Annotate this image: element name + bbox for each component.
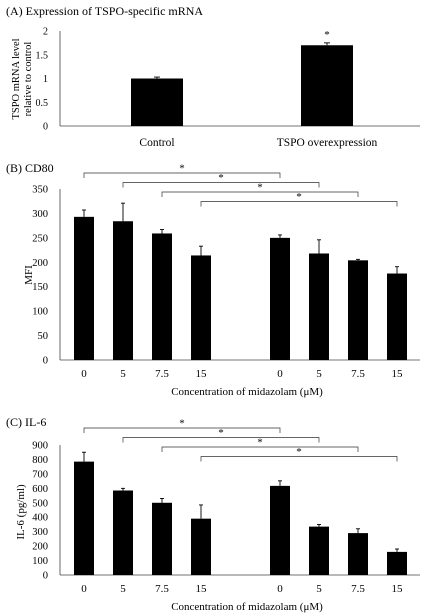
chart2-bar (387, 273, 407, 360)
chart2-category-label: 7.5 (351, 368, 365, 380)
chart2-category-label: 7.5 (155, 368, 169, 380)
chart3-y-tick-label: 700 (32, 469, 48, 480)
panel-b-ylabel: MFI (23, 265, 35, 285)
chart3-bar (191, 518, 211, 575)
chart3-bar (152, 502, 172, 575)
chart2-significance-bracket (161, 191, 359, 197)
chart3-category-label: 15 (196, 583, 208, 595)
chart3-y-tick-label: 900 (32, 441, 48, 452)
chart2-bar (152, 233, 172, 360)
chart2-y-tick-label: 0 (43, 356, 48, 367)
chart3-category-label: 15 (392, 583, 404, 595)
chart2-category-label: 15 (196, 368, 208, 380)
chart2-bar (348, 260, 368, 360)
chart3-category-label: 0 (81, 583, 87, 595)
chart3-significance-bracket (122, 437, 320, 443)
chart1-category-label: Control (139, 137, 174, 149)
chart2-y-tick-label: 150 (32, 282, 48, 293)
chart2-bar (74, 216, 94, 360)
chart3-significance-label: * (179, 418, 185, 430)
chart3-significance-label: * (296, 446, 302, 458)
chart2-category-label: 5 (120, 368, 126, 380)
chart2-category-label: 0 (277, 368, 283, 380)
chart3-category-label: 7.5 (351, 583, 365, 595)
chart1-y-tick-label: 1 (43, 74, 48, 85)
chart2-category-label: 15 (392, 368, 404, 380)
chart2-category-label: 5 (316, 368, 322, 380)
chart2-significance-label: * (296, 191, 302, 203)
chart3-y-tick-label: 600 (32, 484, 48, 495)
chart2-y-tick-label: 200 (32, 258, 48, 269)
chart2-category-label: 0 (81, 368, 87, 380)
chart2-y-tick-label: 300 (32, 209, 48, 220)
chart3-y-tick-label: 800 (32, 455, 48, 466)
chart2-y-tick-label: 350 (32, 185, 48, 196)
panel-c-ylabel: IL-6 (pg/ml) (15, 484, 27, 540)
chart3-significance-bracket (161, 446, 359, 452)
chart2-bar (113, 221, 133, 360)
chart3-significance-label: * (218, 427, 224, 439)
chart2-significance-bracket (200, 201, 398, 207)
chart2-y-tick-label: 50 (38, 331, 49, 342)
panel-b-cd80-chart: (B) CD80 MFI Concentration of midazolam … (6, 161, 420, 398)
panel-c-il6-chart: (C) IL-6 IL-6 (pg/ml) Concentration of m… (6, 415, 420, 613)
chart2-bar (309, 253, 329, 360)
chart3-category-label: 7.5 (155, 583, 169, 595)
chart2-significance-label: * (257, 182, 263, 194)
chart1-y-tick-label: 0 (43, 122, 48, 133)
chart3-bar (309, 526, 329, 575)
panel-b-title: (B) CD80 (6, 161, 54, 175)
chart1-y-tick-label: 2 (43, 27, 48, 38)
chart2-bar (191, 255, 211, 360)
chart3-category-label: 5 (316, 583, 322, 595)
chart3-significance-label: * (257, 437, 263, 449)
chart1-y-tick-label: 1.5 (36, 50, 49, 61)
chart3-y-tick-label: 100 (32, 556, 48, 567)
chart3-bar (74, 461, 94, 575)
chart2-bar (270, 237, 290, 360)
chart1-bar (131, 78, 183, 126)
panel-c-title: (C) IL-6 (6, 415, 46, 429)
chart3-y-tick-label: 200 (32, 542, 48, 553)
panel-a-expression-chart: (A) Expression of TSPO-specific mRNA TSP… (6, 4, 420, 149)
chart3-y-tick-label: 0 (43, 571, 48, 582)
chart3-y-tick-label: 500 (32, 498, 48, 509)
chart1-bar (301, 45, 353, 126)
panel-c-xlabel: Concentration of midazolam (μM) (171, 601, 323, 613)
chart2-y-tick-label: 250 (32, 233, 48, 244)
panel-b-xlabel: Concentration of midazolam (μM) (171, 386, 323, 398)
panel-a-ylabel-line1: TSPO mRNA level (11, 38, 22, 119)
chart2-significance-bracket (122, 182, 320, 188)
panel-a-ylabel-line2: relative to control (23, 42, 34, 117)
chart3-y-tick-label: 400 (32, 513, 48, 524)
chart3-category-label: 5 (120, 583, 126, 595)
chart2-y-tick-label: 100 (32, 307, 48, 318)
chart3-category-label: 0 (277, 583, 283, 595)
chart1-category-label: TSPO overexpression (277, 137, 378, 149)
chart3-bar (270, 485, 290, 575)
chart2-significance-label: * (218, 172, 224, 184)
chart3-bar (113, 490, 133, 575)
panel-a-title: (A) Expression of TSPO-specific mRNA (6, 4, 203, 18)
chart3-significance-bracket (83, 427, 281, 433)
chart3-y-tick-label: 300 (32, 527, 48, 538)
chart3-bar (348, 533, 368, 575)
chart3-bar (387, 551, 407, 575)
chart3-significance-bracket (200, 456, 398, 462)
chart2-significance-bracket (83, 172, 281, 178)
chart1-significance-label: * (324, 29, 330, 41)
chart1-y-tick-label: 0.5 (36, 98, 49, 109)
chart2-significance-label: * (179, 163, 185, 175)
